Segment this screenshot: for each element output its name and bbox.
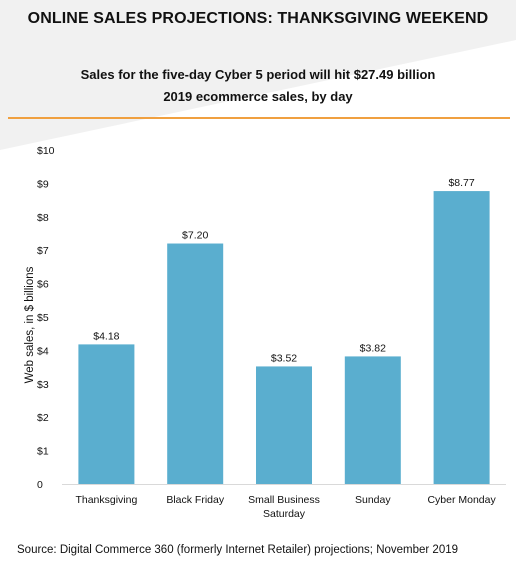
y-tick-label: $1 xyxy=(37,446,49,458)
bar-chart: 0 $1 $2 $3 $4 $5 $6 $7 $8 $9 $10 Web sales, in $ bi… xyxy=(24,145,506,520)
y-tick-label: $9 xyxy=(37,178,49,190)
bar-value-label: $8.77 xyxy=(448,177,474,189)
y-tick-label: $7 xyxy=(37,245,49,257)
x-tick-label: Saturday xyxy=(263,508,306,520)
chart-title: ONLINE SALES PROJECTIONS: THANKSGIVING W… xyxy=(27,10,489,27)
bar-value-label: $4.18 xyxy=(93,330,119,342)
bar-value-label: $7.20 xyxy=(182,230,208,242)
bar xyxy=(167,243,224,484)
bar xyxy=(256,366,312,484)
bar xyxy=(78,344,135,484)
accent-divider xyxy=(8,117,510,119)
bar-value-label: $3.82 xyxy=(360,342,386,354)
y-tick-label: $10 xyxy=(37,145,55,157)
y-tick-label: 0 xyxy=(37,479,43,491)
y-tick-label: $2 xyxy=(37,412,49,424)
chart-subtitle: Sales for the five-day Cyber 5 period wi… xyxy=(0,64,516,108)
x-tick-label: Black Friday xyxy=(166,494,225,506)
y-tick-label: $4 xyxy=(37,345,49,357)
subtitle-line-2: 2019 ecommerce sales, by day xyxy=(163,89,353,104)
bar xyxy=(433,191,490,484)
y-axis-label: Web sales, in $ billions xyxy=(24,266,36,383)
y-tick-label: $5 xyxy=(37,312,49,324)
x-tick-label: Thanksgiving xyxy=(75,494,137,506)
y-tick-label: $6 xyxy=(37,279,49,291)
x-tick-label: Sunday xyxy=(355,494,391,506)
bar-value-label: $3.52 xyxy=(271,352,297,364)
bar xyxy=(344,356,401,484)
source-note: Source: Digital Commerce 360 (formerly I… xyxy=(17,544,459,556)
y-tick-label: $3 xyxy=(37,379,49,391)
x-tick-label: Small Business xyxy=(248,494,320,506)
y-tick-label: $8 xyxy=(37,212,49,224)
x-tick-label: Cyber Monday xyxy=(427,494,496,506)
subtitle-line-1: Sales for the five-day Cyber 5 period wi… xyxy=(80,67,436,82)
